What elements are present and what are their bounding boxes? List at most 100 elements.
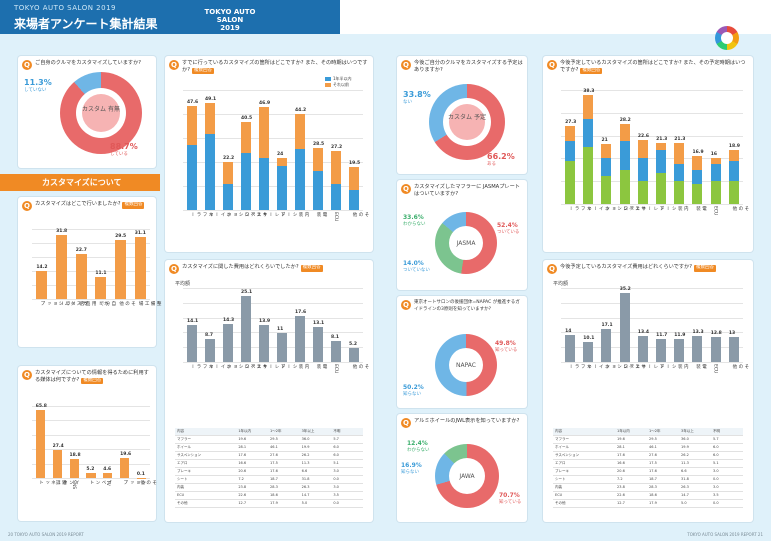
table-cell: 1〜2年 <box>649 429 661 433</box>
table-cell: 6.6 <box>681 469 687 473</box>
bar-value-label: 35.2 <box>619 287 631 293</box>
chart-bar <box>728 150 739 162</box>
table-cell: 1年以内 <box>617 429 630 433</box>
chart-bar <box>637 335 648 362</box>
q9-chart: 65.8 インターネット 27.4 雑誌 18.8 SNS 5.2 イベント 4.6 TV 19.6… <box>32 404 157 489</box>
table-cell: サスペンション <box>177 453 202 457</box>
chart-bar <box>601 175 612 204</box>
bar-value-label: 28.5 <box>313 141 325 147</box>
bar-value-label: 16 <box>710 152 717 158</box>
table-cell: 20.6 <box>617 469 625 473</box>
chart-bar <box>187 144 197 210</box>
gridline <box>32 463 150 465</box>
table-cell: 3.0 <box>333 485 339 489</box>
gridline <box>183 347 363 349</box>
category-label: サスペンション <box>604 206 646 211</box>
table-row: 内装 23.8 28.3 26.3 3.0 <box>553 484 743 492</box>
chart-bar <box>619 169 630 204</box>
category-label: シート <box>659 206 677 211</box>
event-logo: TOKYO AUTO SALON 2019 <box>195 8 265 32</box>
table-cell: 28.1 <box>238 445 247 449</box>
q4-chart: 27.3 マフラー 38.3 ホイール 21 サスペンション 28.2 エアロ 22.6 ブレーキ… <box>561 89 749 215</box>
q7-pct-b: 52.4% ついている <box>497 222 520 235</box>
table-cell: 内容 <box>177 429 184 433</box>
q1-pct-b: 88.7% している <box>110 142 138 157</box>
bar-value-label: 49.1 <box>205 96 217 102</box>
gridline <box>183 162 363 163</box>
bar-value-label: 13.4 <box>637 329 649 335</box>
gridline <box>183 138 363 139</box>
table-cell: 19.6 <box>617 437 625 441</box>
table-row: サスペンション 17.6 27.6 26.2 6.0 <box>175 452 363 460</box>
bar-value-label: 13 <box>728 330 736 336</box>
chart-bar <box>583 342 594 362</box>
bar-value-label: 11.1 <box>95 270 107 276</box>
bar-value-label: 14.3 <box>223 318 235 324</box>
bar-value-label: 11 <box>277 326 284 332</box>
card-q6: Q カスタマイズに関した費用はどれくらいでしたか? 複数回答 平均額 14.1 マフラ… <box>165 260 373 522</box>
gridline <box>561 90 743 91</box>
header: TOKYO AUTO SALON 2019 来場者アンケート集計結果 TOKYO… <box>0 0 771 50</box>
chart-bar <box>223 161 233 184</box>
q6-chart: 14.1 マフラー 8.7 ホイール 14.3 サスペンション 25.1 エアロ 13.9 ブレー… <box>183 288 369 373</box>
gridline <box>561 288 743 289</box>
table-cell: 12.7 <box>238 501 247 505</box>
q6-unit: 平均額 <box>175 281 191 287</box>
table-cell: 6.6 <box>301 469 308 473</box>
q10-center-label: NAPAC <box>455 362 476 369</box>
chart-bar <box>637 139 648 159</box>
table-cell: 22.6 <box>238 493 247 497</box>
chart-bar <box>331 150 341 184</box>
table-cell: 6.0 <box>713 453 719 457</box>
bar-value-label: 22.6 <box>637 133 649 139</box>
table-cell: 29.5 <box>649 437 657 441</box>
chart-bar <box>710 337 721 362</box>
bar-value-label: 19.5 <box>349 161 361 167</box>
category-label: インターネット <box>38 480 80 485</box>
table-cell: 5.0 <box>301 501 308 505</box>
category-label: ブレーキ <box>262 364 285 369</box>
q3-donut <box>429 84 505 160</box>
table-cell: その他 <box>177 501 188 505</box>
bar-value-label: 27.2 <box>331 144 343 150</box>
chart-bar <box>75 253 87 299</box>
table-cell: 5.1 <box>333 461 339 465</box>
table-row: ECU 22.6 18.6 14.7 3.5 <box>553 492 743 500</box>
category-label: エアロ <box>622 206 640 211</box>
gridline <box>561 181 743 183</box>
category-label: 整備工場 <box>138 301 162 306</box>
table-cell: 26.2 <box>681 453 689 457</box>
table-row: シート 7.2 18.7 31.8 0.0 <box>175 476 363 484</box>
table-cell: 1〜2年 <box>270 429 282 433</box>
category-label: その他 <box>352 364 369 369</box>
table-cell: ブレーキ <box>177 469 191 473</box>
chart-bar <box>619 123 630 142</box>
bar-value-label: 5.2 <box>86 466 95 472</box>
chart-bar <box>583 147 594 204</box>
table-cell: ECU <box>177 493 185 497</box>
table-cell: ホイール <box>555 445 569 449</box>
category-label: ホイール <box>208 364 231 369</box>
card-q3: Q 今後ご自分のクルマをカスタマイズする予定はありますか? カスタム 予定 33.… <box>397 56 527 174</box>
chart-bar <box>134 236 146 299</box>
q11-donut <box>435 444 499 508</box>
bar-value-label: 12.8 <box>710 331 722 337</box>
q8-text: 今後予定しているカスタマイズ費用はどれくらいですか? 複数回答 <box>560 264 716 272</box>
q9-text: カスタマイズについての情報を得るために利用する媒体は何ですか? 複数回答 <box>35 370 149 384</box>
chart-bar <box>637 181 648 204</box>
bar-value-label: 28.2 <box>619 117 631 123</box>
category-label: エアロ <box>622 364 640 369</box>
table-cell: シート <box>555 477 566 481</box>
table-cell: 11.3 <box>301 461 310 465</box>
bar-value-label: 4.6 <box>103 467 112 473</box>
gridline <box>32 434 150 436</box>
category-label: マフラー <box>568 206 592 211</box>
category-label: ECU <box>333 212 338 222</box>
bar-value-label: 65.8 <box>35 404 47 410</box>
gridline <box>32 420 150 422</box>
table-cell: 36.0 <box>681 437 689 441</box>
category-label: シート <box>659 364 677 369</box>
bar-value-label: 18.8 <box>69 452 81 458</box>
category-label: 内装 <box>298 364 309 369</box>
q8-unit: 平均額 <box>553 281 569 287</box>
